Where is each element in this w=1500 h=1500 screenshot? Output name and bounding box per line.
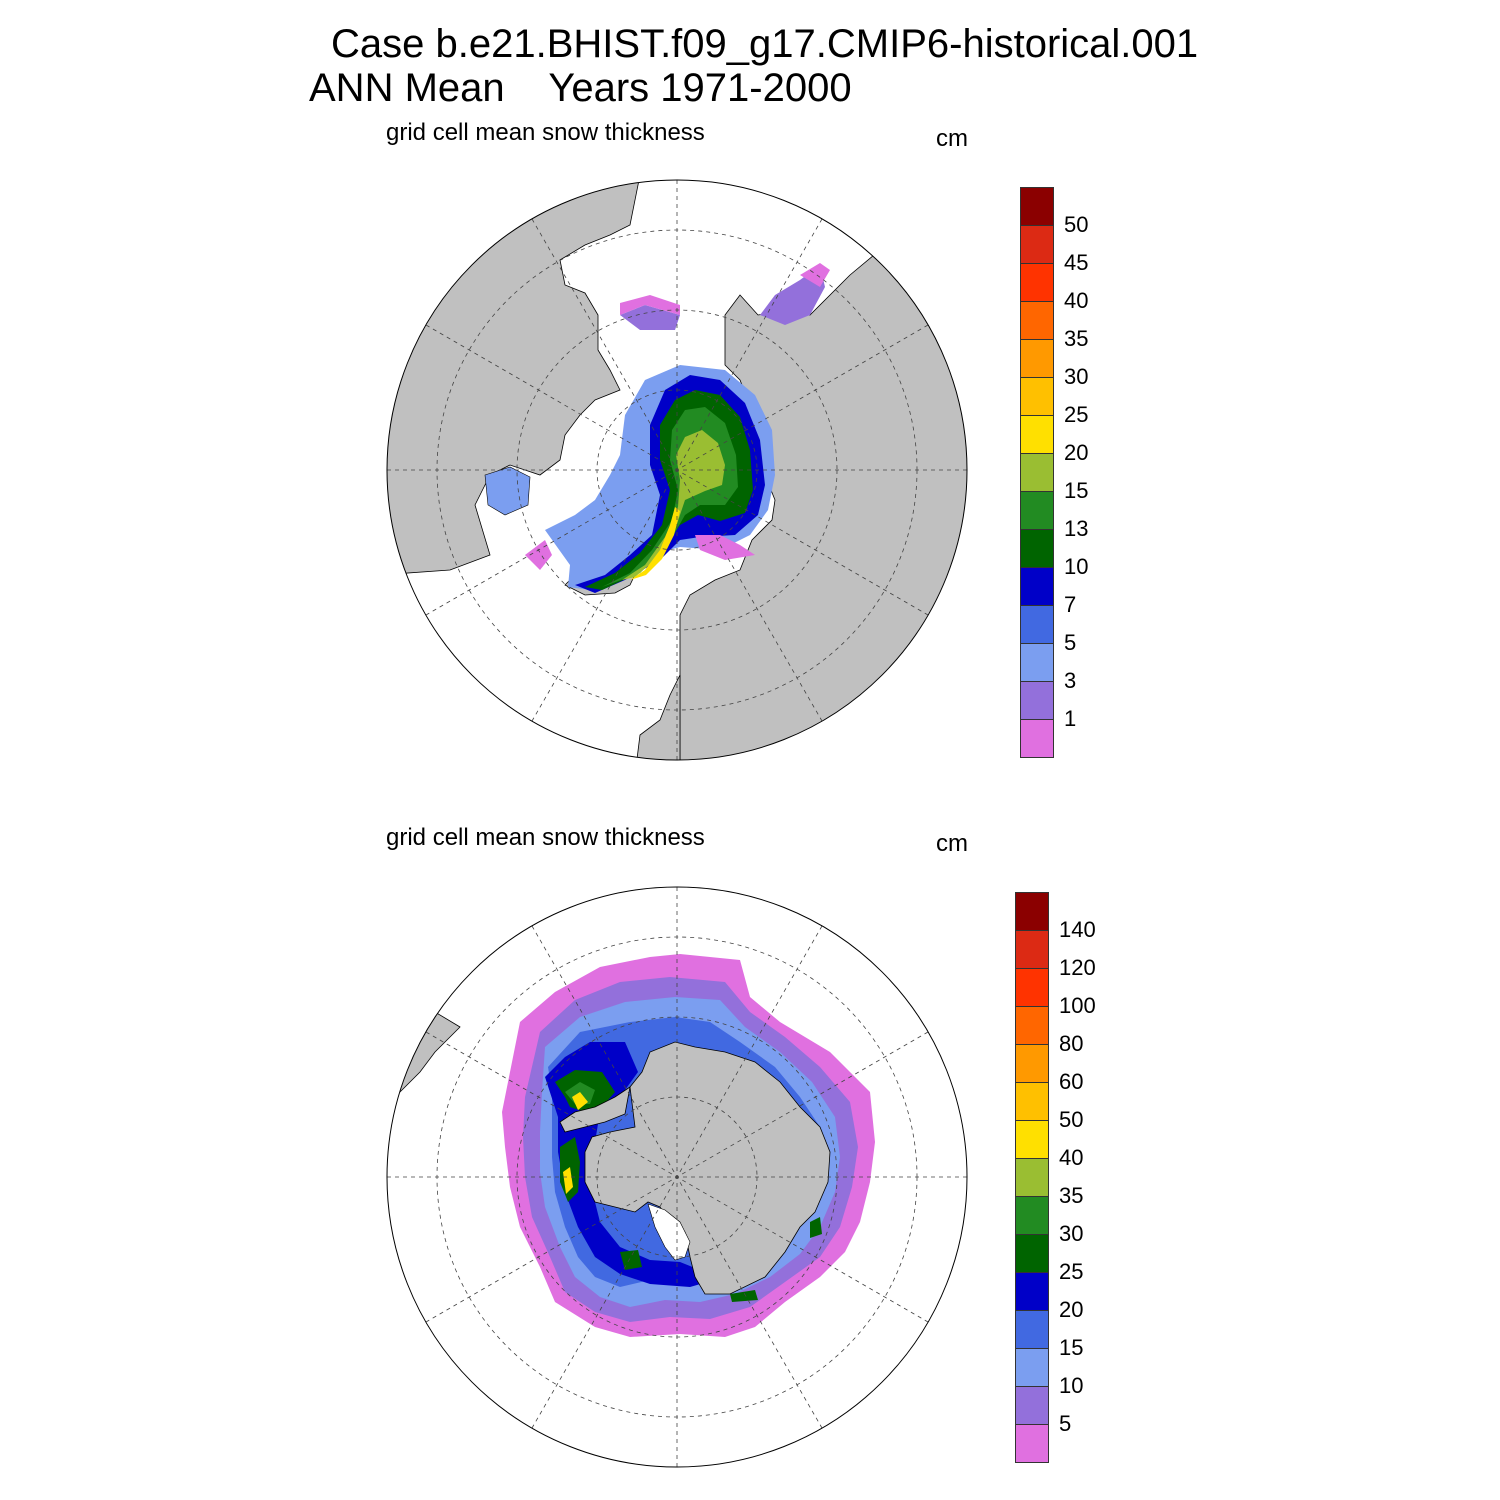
nh-colorbar-tick-label: 3 [1064,668,1077,693]
sh-polar-map [386,886,968,1468]
nh-colorbar-tick-label: 20 [1064,440,1089,465]
nh-colorbar-tick-label: 1 [1064,706,1077,731]
nh-graticule [387,180,967,760]
nh-colorbar-swatch [1020,567,1054,606]
sh-colorbar-swatch [1015,1310,1049,1349]
nh-units-label: cm [936,125,968,152]
sh-colorbar-tick-label: 100 [1059,993,1096,1018]
nh-subtitle: grid cell mean snow thickness [386,119,705,146]
nh-colorbar-swatch [1020,339,1054,378]
sh-colorbar-swatch [1015,892,1049,931]
case-title: Case b.e21.BHIST.f09_g17.CMIP6-historica… [331,22,1199,66]
sh-colorbar-tick-label: 140 [1059,917,1096,942]
nh-colorbar-swatch [1020,719,1054,758]
nh-colorbar-swatch [1020,643,1054,682]
sh-units-label: cm [936,830,968,857]
nh-colorbar-swatch [1020,605,1054,644]
sh-ice-band-25d [730,1290,758,1302]
nh-bering-edge [620,295,680,315]
sh-colorbar-tick-label: 40 [1059,1145,1084,1170]
nh-colorbar-swatch [1020,187,1054,226]
sh-graticule [387,887,967,1467]
sh-colorbar-swatch [1015,1234,1049,1273]
sh-colorbar-tick-label: 50 [1059,1107,1084,1132]
sh-colorbar-swatch [1015,930,1049,969]
sh-colorbar-tick-label: 120 [1059,955,1096,980]
nh-colorbar-swatch [1020,263,1054,302]
sh-colorbar-tick-label: 20 [1059,1297,1084,1322]
nh-ice-band-20 [630,507,680,580]
nh-bering-ice [620,305,680,330]
sh-ice-band-25e [810,1217,822,1238]
sh-colorbar-swatch [1015,1424,1049,1463]
period-title: ANN Mean Years 1971-2000 [309,66,852,110]
sh-colorbar-tick-label: 60 [1059,1069,1084,1094]
nh-land-europe [634,674,681,760]
sh-colorbar-swatch [1015,1386,1049,1425]
sh-colorbar-swatch [1015,1082,1049,1121]
nh-colorbar-tick-label: 5 [1064,630,1077,655]
sh-colorbar-tick-label: 30 [1059,1221,1084,1246]
sh-ice-band-25c [620,1250,642,1270]
sh-colorbar-swatch [1015,1272,1049,1311]
nh-hudson-bay [484,466,531,516]
nh-ice-margin-1 [695,535,755,560]
nh-colorbar-swatch [1020,529,1054,568]
sh-colorbar-swatch [1015,1120,1049,1159]
nh-ice-band-15 [622,430,725,580]
sh-colorbar-tick-label: 35 [1059,1183,1084,1208]
sh-land-antarctica [584,1041,831,1295]
nh-colorbar-tick-label: 50 [1064,212,1089,237]
sh-colorbar-swatch [1015,1006,1049,1045]
sh-subtitle: grid cell mean snow thickness [386,824,705,851]
sh-colorbar-tick-label: 15 [1059,1335,1084,1360]
nh-labrador-ice [525,540,552,570]
sh-ice-band-40 [572,1092,588,1110]
nh-colorbar-swatch [1020,225,1054,264]
sh-ross-shelf [647,1203,691,1261]
sh-land-peninsula [559,1086,631,1133]
nh-colorbar-tick-label: 7 [1064,592,1077,617]
sh-colorbar-swatch [1015,1158,1049,1197]
nh-colorbar-swatch [1020,453,1054,492]
nh-colorbar-swatch [1020,491,1054,530]
sh-colorbar-tick-label: 5 [1059,1411,1072,1436]
sh-colorbar-tick-label: 10 [1059,1373,1084,1398]
nh-colorbar-tick-label: 15 [1064,478,1089,503]
sh-colorbar-swatch [1015,1196,1049,1235]
sh-colorbar-tick-label: 25 [1059,1259,1084,1284]
nh-map-border [386,179,968,761]
sh-colorbar-swatch [1015,1044,1049,1083]
nh-colorbar-swatch [1020,681,1054,720]
nh-colorbar: 50 45 40 35 30 25 20 15 13 10 7 5 3 1 [1020,187,1100,758]
nh-colorbar-tick-label: 25 [1064,402,1089,427]
sh-ice-band-40b [563,1167,573,1194]
nh-colorbar-tick-label: 40 [1064,288,1089,313]
nh-colorbar-swatch [1020,415,1054,454]
nh-colorbar-tick-label: 13 [1064,516,1089,541]
sh-map-border [386,886,968,1468]
nh-colorbar-tick-label: 30 [1064,364,1089,389]
nh-colorbar-swatch [1020,377,1054,416]
nh-polar-map [386,179,968,761]
nh-colorbar-swatch [1020,301,1054,340]
nh-colorbar-tick-label: 35 [1064,326,1089,351]
sh-colorbar-swatch [1015,968,1049,1007]
nh-colorbar-tick-label: 45 [1064,250,1089,275]
nh-okhotsk-edge [800,263,830,287]
nh-colorbar-tick-label: 10 [1064,554,1089,579]
sh-colorbar-swatch [1015,1348,1049,1387]
sh-colorbar-tick-label: 80 [1059,1031,1084,1056]
sh-colorbar: 140 120 100 80 60 50 40 35 30 25 20 15 10 5 [1015,892,1105,1463]
